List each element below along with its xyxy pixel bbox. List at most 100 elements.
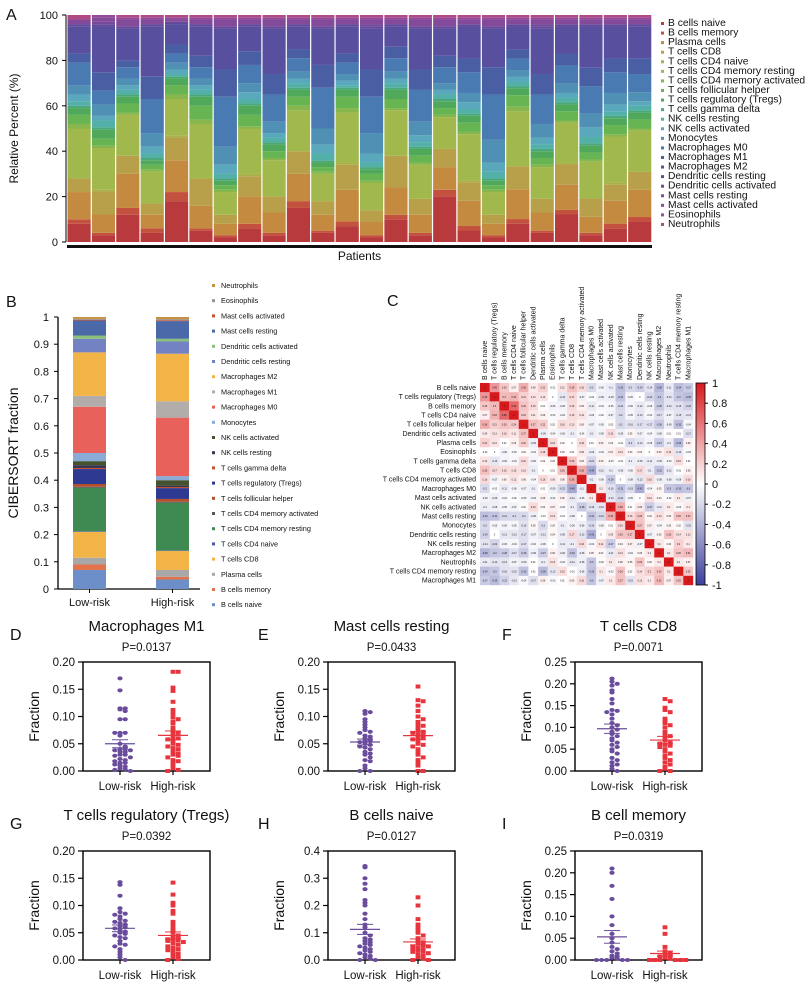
- heatmap-cell: [596, 566, 607, 577]
- heatmap-cell: [576, 575, 587, 586]
- data-point: [662, 749, 668, 754]
- legend-label: B cells memory: [221, 585, 271, 594]
- bar-segment-dendritic-cells-resting: [628, 24, 652, 27]
- cell-value: -0.17: [521, 543, 527, 546]
- bar-segment-macrophages-m1: [628, 58, 652, 75]
- high-risk-points: [158, 669, 188, 773]
- bar-segment-t-cells-cd4-memory-activated: [311, 171, 335, 174]
- data-point: [410, 944, 416, 949]
- y-tick-label: 0.05: [53, 739, 75, 751]
- heatmap-cell: [538, 539, 548, 549]
- plot-frame: [82, 850, 211, 961]
- heatmap-cell: [518, 447, 529, 457]
- data-point: [609, 866, 615, 871]
- data-point: [165, 938, 171, 943]
- bar-segment-mast-cells-resting: [530, 19, 554, 25]
- heatmap-cell: [634, 557, 645, 567]
- legend-swatch: [661, 194, 664, 198]
- bar-segment-mast-cells-activated: [408, 17, 432, 20]
- cell-value: 0.2: [648, 570, 652, 573]
- heatmap-cell: [489, 419, 500, 430]
- heatmap-cell: [538, 520, 548, 531]
- cell-value: 0.06: [541, 414, 546, 417]
- cell-value: 0.02: [521, 451, 526, 454]
- heatmap-cell: [605, 539, 616, 549]
- bar-segment-macrophages-m2: [189, 26, 213, 56]
- heatmap-cell: [538, 392, 548, 402]
- cell-value: 0.66: [512, 405, 517, 408]
- data-point: [117, 941, 123, 946]
- bar-segment: [73, 318, 106, 320]
- heatmap-cell: [596, 474, 607, 485]
- heatmap-cell: [489, 474, 500, 485]
- heatmap-cell: [538, 529, 548, 540]
- cell-value: -0.14: [492, 561, 498, 564]
- heatmap-cell: [673, 529, 684, 540]
- bar-segment: [156, 319, 189, 321]
- heatmap-cell: [547, 520, 558, 531]
- data-point: [662, 705, 668, 710]
- bar-segment-t-cells-cd8: [140, 203, 164, 215]
- heatmap-cell: [538, 401, 548, 411]
- cell-value: 0.28: [483, 469, 488, 472]
- heatmap-cell: [547, 529, 558, 540]
- bar-segment-b-cells-naive: [189, 230, 213, 242]
- data-point: [122, 730, 128, 735]
- cell-value: -0.16: [676, 405, 682, 408]
- heatmap-cell: [663, 456, 674, 466]
- bar-segment: [73, 317, 106, 319]
- bar-segment-macrophages-m2: [555, 26, 579, 54]
- data-point: [609, 949, 615, 954]
- heatmap-cell: [673, 410, 684, 420]
- heatmap-cell: [480, 456, 490, 466]
- heatmap-cell: [654, 474, 665, 485]
- x-tick-label: Low-risk: [344, 970, 387, 982]
- cell-value: 0.16: [686, 479, 691, 482]
- bar-segment-macrophages-m0: [262, 94, 286, 122]
- p-value: P=0.0127: [367, 831, 417, 843]
- data-point: [609, 679, 615, 684]
- bar-segment-macrophages-m0: [555, 65, 579, 84]
- bar-segment: [73, 395, 106, 407]
- patient-bar: [384, 15, 408, 242]
- cell-value: 0.03: [647, 561, 652, 564]
- heatmap-cell: [567, 548, 578, 558]
- x-tick-label: Low-risk: [99, 781, 142, 793]
- row-label: Macrophages M0: [422, 486, 476, 493]
- cell-value: 1: [571, 469, 573, 472]
- cell-value: -0.11: [482, 561, 488, 564]
- cell-value: 0.24: [521, 414, 526, 417]
- bar-segment-t-cells-cd4-memory-resting: [506, 111, 530, 167]
- bar-segment-dendritic-cells-resting: [506, 24, 530, 27]
- plot-frame: [574, 661, 703, 772]
- bar-segment-monocytes: [140, 133, 164, 147]
- cell-value: -0.04: [501, 497, 507, 500]
- data-point: [165, 744, 171, 749]
- heatmap-cell: [605, 566, 616, 577]
- data-point: [415, 703, 421, 708]
- heatmap-cell: [528, 474, 539, 485]
- heatmap-cell: [518, 557, 529, 567]
- cell-value: -0.03: [550, 580, 556, 583]
- cell-value: 0.09: [550, 479, 555, 482]
- cell-value: -0.34: [482, 570, 488, 573]
- bar-segment-plasma-cells: [579, 216, 603, 233]
- cell-value: -0.04: [627, 552, 633, 555]
- bar-segment-neutrophils: [311, 15, 335, 18]
- data-point: [117, 707, 123, 712]
- heatmap-cell: [663, 511, 674, 521]
- heatmap-cell: [576, 511, 587, 521]
- bar-segment: [156, 487, 189, 489]
- heatmap-cell: [634, 447, 645, 457]
- cell-value: -0.1: [580, 488, 585, 491]
- bar-segment-mast-cells-resting: [140, 19, 164, 25]
- bar-segment-t-cells-cd8: [555, 164, 579, 185]
- bar-segment-plasma-cells: [457, 200, 481, 226]
- heatmap-cell: [528, 484, 539, 494]
- legend-swatch: [212, 360, 215, 363]
- data-point: [170, 919, 176, 924]
- x-tick-label: Low-risk: [99, 970, 142, 982]
- bar-segment-t-cells-cd4-memory-resting: [189, 123, 213, 179]
- cell-value: 0.13: [492, 433, 497, 436]
- bar-segment-t-cells-cd8: [286, 151, 311, 174]
